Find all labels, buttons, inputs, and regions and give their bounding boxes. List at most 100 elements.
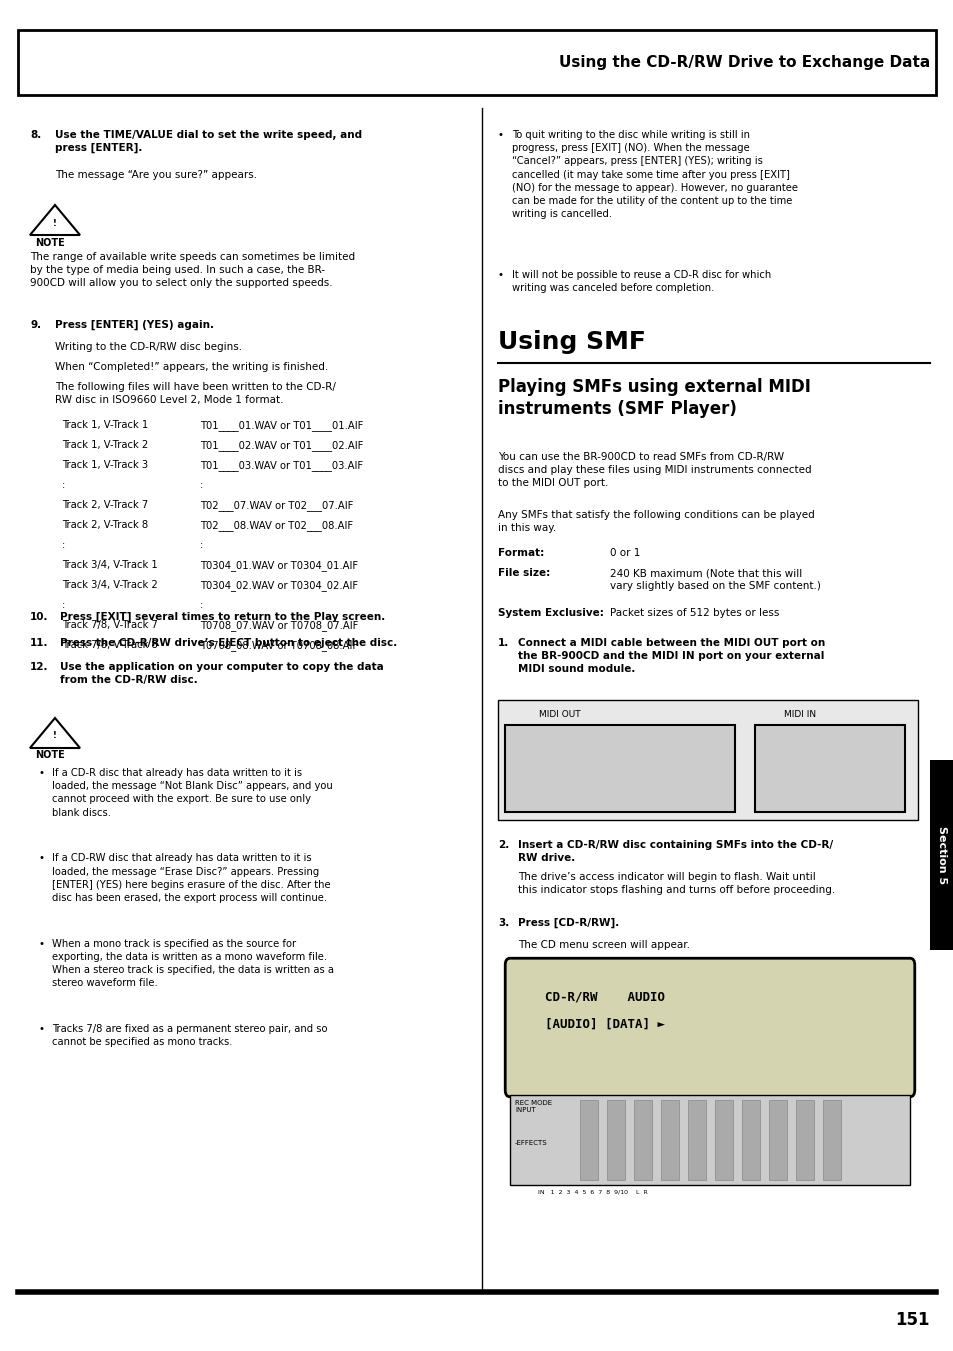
Text: [AUDIO] [DATA] ►: [AUDIO] [DATA] ► [544,1019,664,1031]
Text: :: : [62,600,65,609]
Text: •: • [38,1024,44,1034]
Text: :: : [200,480,203,490]
Bar [822,1100,841,1179]
Text: Track 7/8, V-Track 7: Track 7/8, V-Track 7 [62,620,157,630]
Text: The following files will have been written to the CD-R/
RW disc in ISO9660 Level: The following files will have been writt… [55,382,335,405]
Bar [510,1096,909,1185]
Text: If a CD-R disc that already has data written to it is
loaded, the message “Not B: If a CD-R disc that already has data wri… [52,767,333,817]
Text: !: ! [53,731,57,740]
Text: File size:: File size: [497,567,550,578]
Text: 151: 151 [895,1310,929,1329]
Text: MIDI IN: MIDI IN [783,711,815,719]
Bar [714,1100,732,1179]
Text: Writing to the CD-R/RW disc begins.: Writing to the CD-R/RW disc begins. [55,342,242,353]
Text: REC MODE
INPUT: REC MODE INPUT [515,1100,552,1113]
Text: T01____03.WAV or T01____03.AIF: T01____03.WAV or T01____03.AIF [200,459,363,471]
Text: Track 1, V-Track 3: Track 1, V-Track 3 [62,459,148,470]
Bar [634,1100,651,1179]
Text: NOTE: NOTE [35,750,65,761]
Text: T0708_07.WAV or T0708_07.AIF: T0708_07.WAV or T0708_07.AIF [200,620,358,631]
Bar [660,1100,679,1179]
Text: NOTE: NOTE [35,238,65,249]
Text: Use the application on your computer to copy the data
from the CD-R/RW disc.: Use the application on your computer to … [60,662,383,685]
Text: Track 1, V-Track 2: Track 1, V-Track 2 [62,440,148,450]
Text: •: • [38,939,44,948]
Text: 10.: 10. [30,612,49,621]
Text: 2.: 2. [497,840,509,850]
Text: :: : [200,540,203,550]
Text: T02___07.WAV or T02___07.AIF: T02___07.WAV or T02___07.AIF [200,500,353,511]
Text: The range of available write speeds can sometimes be limited
by the type of medi: The range of available write speeds can … [30,253,355,288]
Text: When a mono track is specified as the source for
exporting, the data is written : When a mono track is specified as the so… [52,939,334,989]
Text: 1.: 1. [497,638,509,648]
Text: 8.: 8. [30,130,41,141]
Text: Use the TIME/VALUE dial to set the write speed, and
press [ENTER].: Use the TIME/VALUE dial to set the write… [55,130,362,154]
Text: It will not be possible to reuse a CD-R disc for which
writing was canceled befo: It will not be possible to reuse a CD-R … [512,270,770,293]
Bar [754,725,904,812]
Text: Connect a MIDI cable between the MIDI OUT port on
the BR-900CD and the MIDI IN p: Connect a MIDI cable between the MIDI OU… [517,638,824,674]
Text: •: • [38,767,44,778]
Text: System Exclusive:: System Exclusive: [497,608,603,617]
Text: CD-R/RW    AUDIO: CD-R/RW AUDIO [544,990,664,1002]
Bar [606,1100,624,1179]
Text: To quit writing to the disc while writing is still in
progress, press [EXIT] (NO: To quit writing to the disc while writin… [512,130,797,219]
Bar [795,1100,813,1179]
Bar [687,1100,705,1179]
Polygon shape [30,205,80,235]
Text: :: : [62,480,65,490]
Text: IN   1  2  3  4  5  6  7  8  9/10    L  R: IN 1 2 3 4 5 6 7 8 9/10 L R [537,1190,647,1196]
Text: 9.: 9. [30,320,41,330]
Text: Using SMF: Using SMF [497,330,645,354]
Text: Track 3/4, V-Track 1: Track 3/4, V-Track 1 [62,559,157,570]
Text: The drive’s access indicator will begin to flash. Wait until
this indicator stop: The drive’s access indicator will begin … [517,871,835,896]
Bar [929,761,953,950]
FancyBboxPatch shape [505,958,914,1097]
Text: •: • [497,270,503,280]
Text: T0708_08.WAV or T0708_08.AIF: T0708_08.WAV or T0708_08.AIF [200,640,357,651]
Polygon shape [30,717,80,748]
Text: Insert a CD-R/RW disc containing SMFs into the CD-R/
RW drive.: Insert a CD-R/RW disc containing SMFs in… [517,840,832,863]
Text: Press [CD-R/RW].: Press [CD-R/RW]. [517,917,618,928]
Text: When “Completed!” appears, the writing is finished.: When “Completed!” appears, the writing i… [55,362,328,372]
Text: Press the CD-R/RW drive’s EJECT button to eject the disc.: Press the CD-R/RW drive’s EJECT button t… [60,638,396,648]
Text: Packet sizes of 512 bytes or less: Packet sizes of 512 bytes or less [609,608,779,617]
Text: •: • [497,130,503,141]
Text: The CD menu screen will appear.: The CD menu screen will appear. [517,940,689,950]
Text: 11.: 11. [30,638,49,648]
Text: Press [ENTER] (YES) again.: Press [ENTER] (YES) again. [55,320,213,330]
Text: T01____02.WAV or T01____02.AIF: T01____02.WAV or T01____02.AIF [200,440,363,451]
Text: T02___08.WAV or T02___08.AIF: T02___08.WAV or T02___08.AIF [200,520,353,531]
Text: The message “Are you sure?” appears.: The message “Are you sure?” appears. [55,170,257,180]
Text: -EFFECTS: -EFFECTS [515,1140,547,1146]
Text: MIDI OUT: MIDI OUT [538,711,580,719]
Text: Track 2, V-Track 7: Track 2, V-Track 7 [62,500,148,509]
Text: 12.: 12. [30,662,49,671]
Text: T01____01.WAV or T01____01.AIF: T01____01.WAV or T01____01.AIF [200,420,363,431]
Text: Track 1, V-Track 1: Track 1, V-Track 1 [62,420,148,430]
Text: :: : [200,600,203,609]
Text: •: • [38,854,44,863]
Bar [504,725,734,812]
Text: Tracks 7/8 are fixed as a permanent stereo pair, and so
cannot be specified as m: Tracks 7/8 are fixed as a permanent ster… [52,1024,327,1047]
Bar [18,30,935,95]
Text: You can use the BR-900CD to read SMFs from CD-R/RW
discs and play these files us: You can use the BR-900CD to read SMFs fr… [497,453,811,489]
Bar [741,1100,760,1179]
Text: T0304_02.WAV or T0304_02.AIF: T0304_02.WAV or T0304_02.AIF [200,580,357,590]
Text: Track 2, V-Track 8: Track 2, V-Track 8 [62,520,148,530]
Text: Using the CD-R/RW Drive to Exchange Data: Using the CD-R/RW Drive to Exchange Data [558,55,929,70]
Text: Press [EXIT] several times to return to the Play screen.: Press [EXIT] several times to return to … [60,612,385,623]
Bar [579,1100,598,1179]
Text: Track 7/8, V-Track 8: Track 7/8, V-Track 8 [62,640,157,650]
Text: !: ! [53,219,57,227]
Text: :: : [62,540,65,550]
Text: Any SMFs that satisfy the following conditions can be played
in this way.: Any SMFs that satisfy the following cond… [497,509,814,534]
Text: Format:: Format: [497,549,543,558]
Bar [768,1100,786,1179]
Text: T0304_01.WAV or T0304_01.AIF: T0304_01.WAV or T0304_01.AIF [200,559,357,571]
Text: 3.: 3. [497,917,509,928]
Text: Section 5: Section 5 [936,825,946,884]
Bar [497,700,917,820]
Text: Playing SMFs using external MIDI
instruments (SMF Player): Playing SMFs using external MIDI instrum… [497,378,810,419]
Text: If a CD-RW disc that already has data written to it is
loaded, the message “Eras: If a CD-RW disc that already has data wr… [52,854,331,902]
Text: Track 3/4, V-Track 2: Track 3/4, V-Track 2 [62,580,157,590]
